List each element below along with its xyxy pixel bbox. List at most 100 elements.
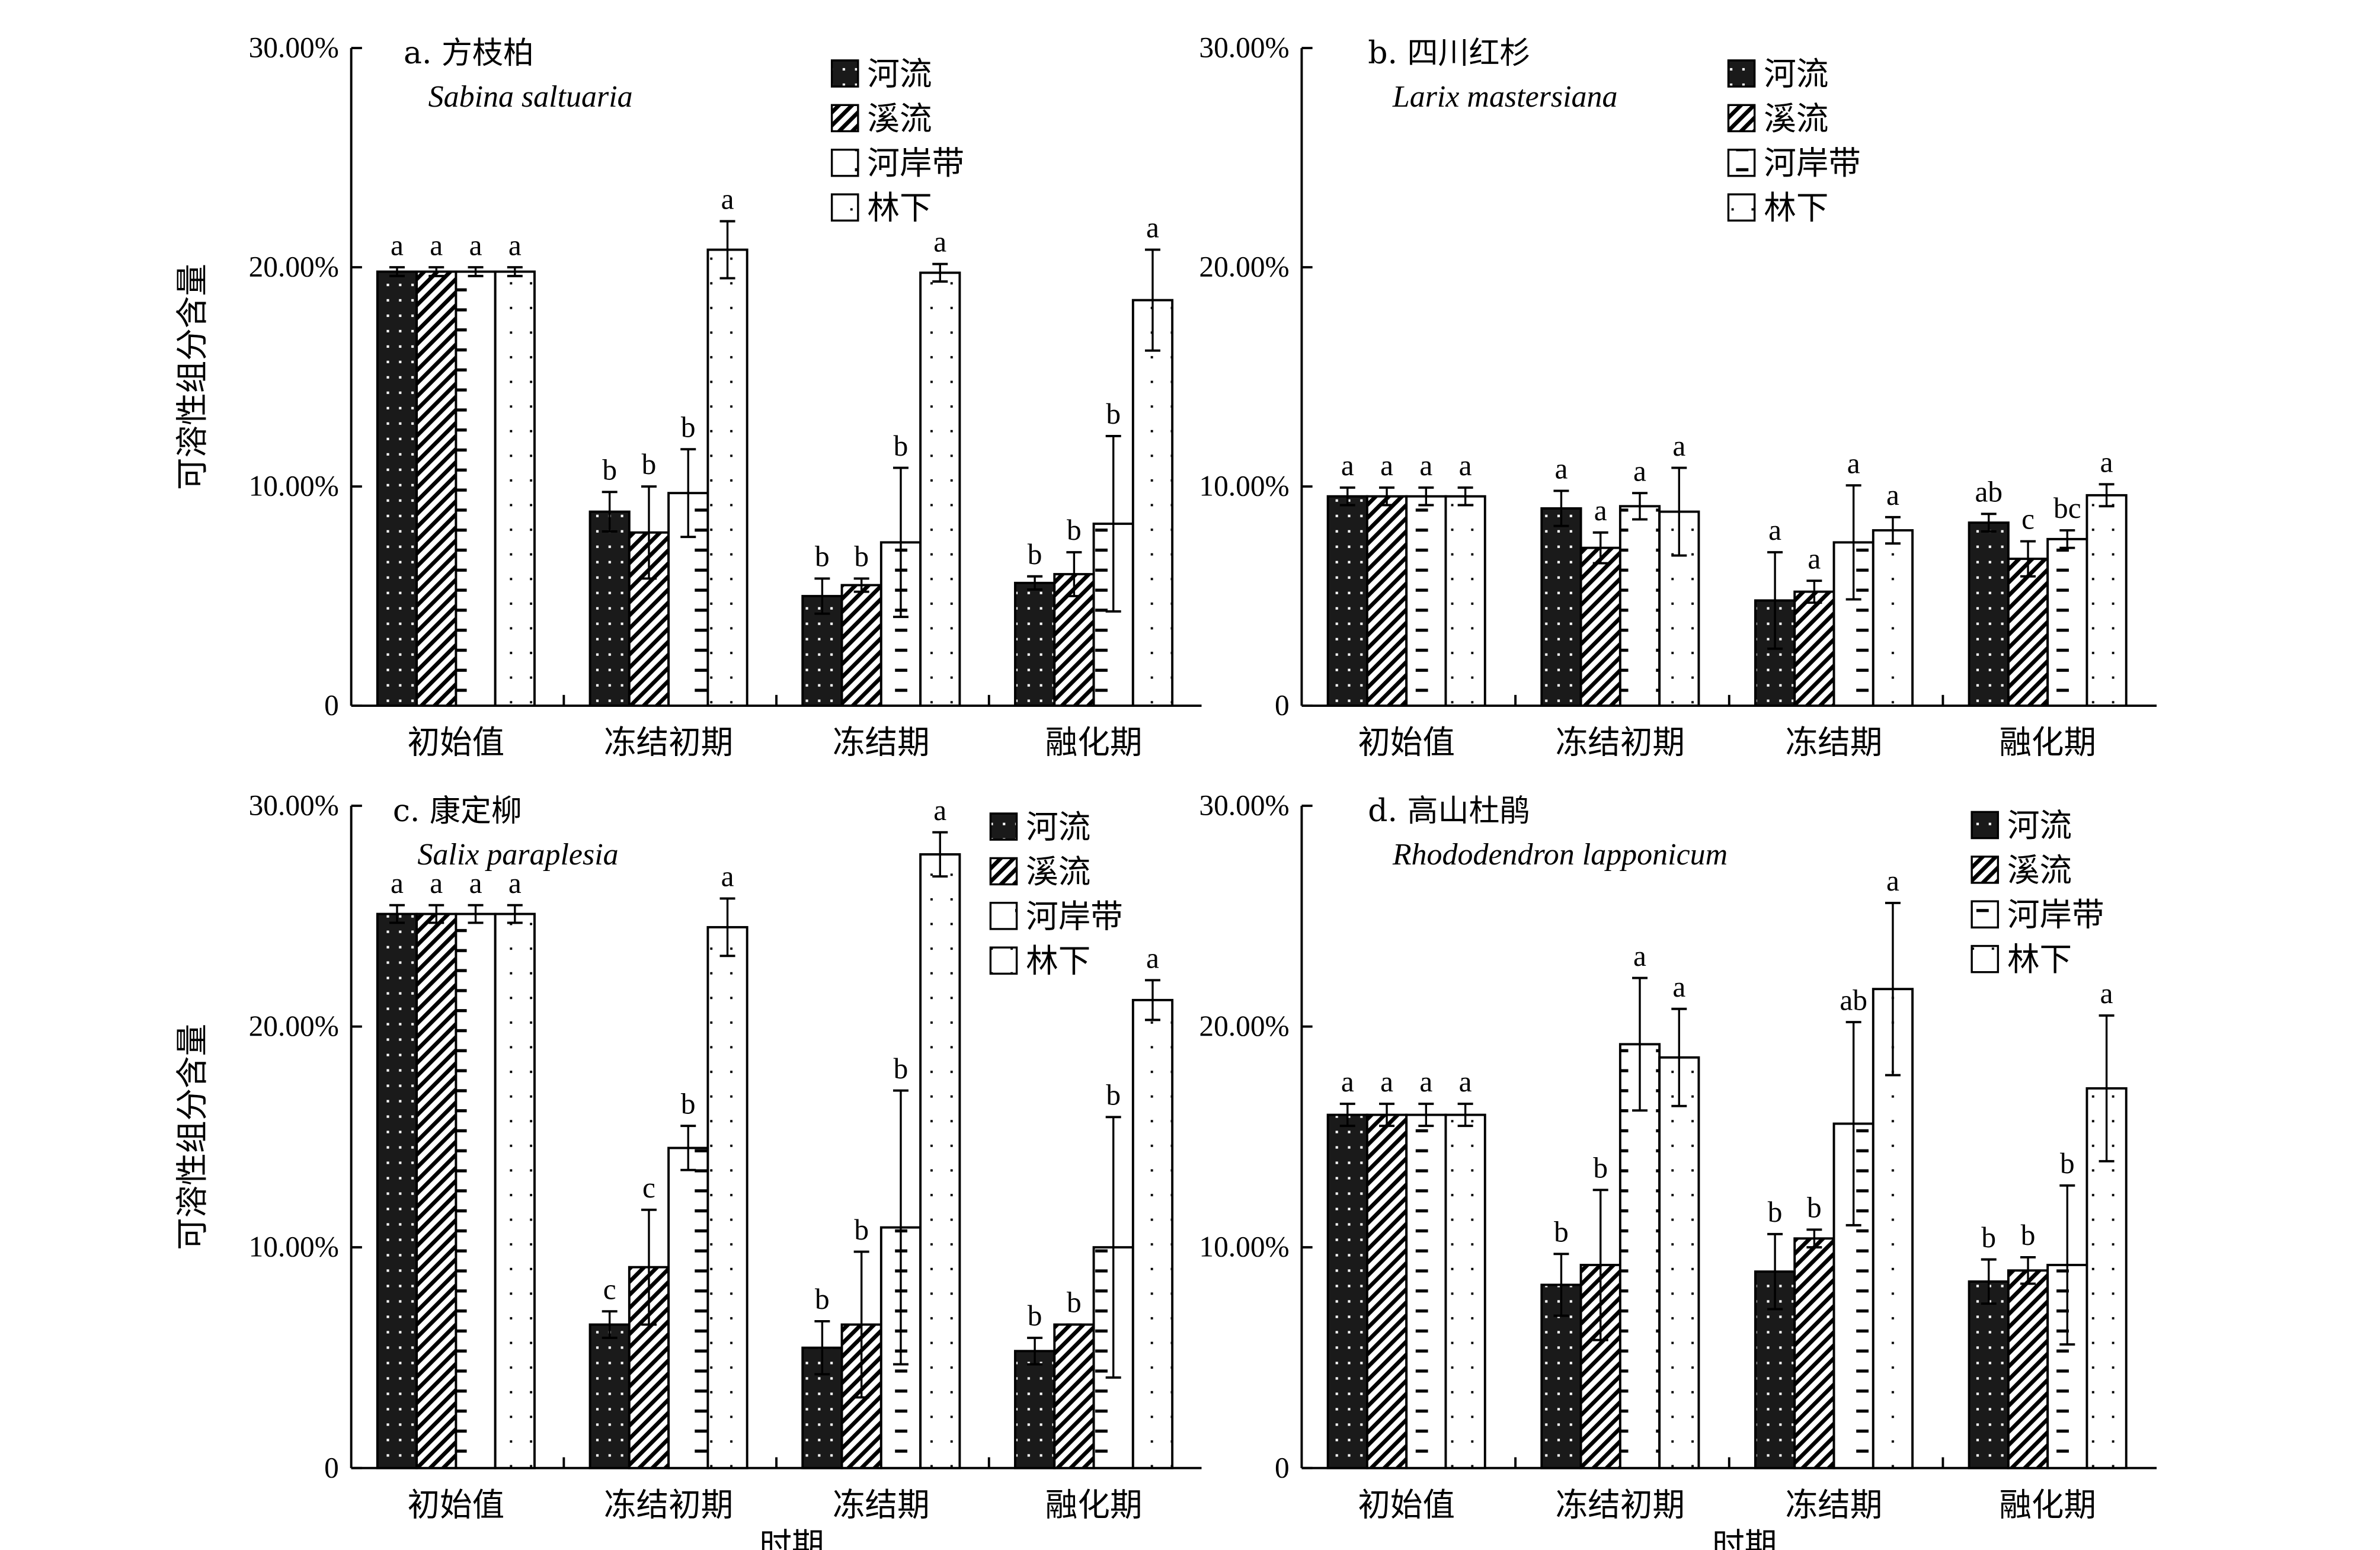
significance-letter: b	[1067, 1286, 1082, 1319]
y-tick-label: 0	[1275, 1451, 1290, 1484]
y-tick-label: 20.00%	[249, 1010, 339, 1042]
y-axis-label: 可溶性组分含量	[173, 1024, 211, 1250]
bar-溪流	[415, 912, 458, 1469]
significance-letter: b	[1981, 1221, 1996, 1254]
significance-letter: a	[430, 229, 443, 261]
y-tick-label: 30.00%	[249, 789, 339, 822]
significance-letter: a	[721, 183, 734, 216]
significance-letter: a	[1419, 1065, 1432, 1098]
bar-溪流	[840, 584, 882, 707]
legend-label: 林下	[1764, 189, 1828, 227]
significance-letter: a	[508, 867, 522, 899]
x-tick-label: 初始值	[408, 1485, 505, 1523]
significance-letter: b	[854, 1213, 869, 1246]
bar-河流	[588, 510, 631, 707]
x-tick-label: 初始值	[408, 723, 505, 761]
significance-letter: a	[1554, 453, 1568, 485]
significance-letter: b	[1554, 1216, 1569, 1248]
significance-letter: a	[933, 794, 946, 827]
legend-swatch-dashes	[1727, 148, 1756, 177]
significance-letter: c	[2021, 503, 2034, 536]
bar-河岸带	[455, 270, 497, 707]
bar-河流	[376, 270, 418, 707]
legend-label: 溪流	[2007, 851, 2072, 889]
x-tick-label: 冻结初期	[604, 723, 733, 761]
legend-label: 河流	[2007, 806, 2072, 844]
significance-letter: b	[681, 411, 696, 443]
legend-swatch-dashes	[830, 148, 859, 177]
species-name: Sabina saltuaria	[428, 80, 633, 114]
significance-letter: a	[469, 229, 482, 261]
legend-label: 林下	[867, 189, 932, 227]
legend-label: 河流	[1026, 808, 1090, 846]
significance-letter: a	[721, 860, 734, 893]
significance-letter: a	[391, 229, 404, 261]
y-axis-label: 可溶性组分含量	[173, 264, 211, 490]
significance-letter: b	[602, 454, 617, 486]
y-tick-label: 0	[1275, 689, 1290, 722]
legend-swatch-dots-on-black	[989, 812, 1018, 841]
significance-letter: a	[1808, 542, 1821, 575]
bar-林下	[494, 912, 536, 1469]
bar-溪流	[1365, 1113, 1408, 1469]
legend-label: 河流	[1764, 55, 1828, 92]
legend-swatch-diagonal-hatch	[1727, 104, 1756, 133]
significance-letter: a	[1594, 494, 1607, 527]
x-tick-label: 融化期	[1999, 1485, 2096, 1523]
bar-溪流	[1053, 1323, 1095, 1469]
x-tick-label: 冻结期	[833, 1485, 930, 1523]
significance-letter: b	[2021, 1219, 2036, 1251]
significance-letter: b	[681, 1087, 696, 1120]
significance-letter: c	[603, 1273, 616, 1305]
legend-label: 河岸带	[1764, 144, 1861, 182]
significance-letter: a	[1886, 479, 1899, 511]
y-tick-label: 0	[324, 689, 339, 722]
legend-label: 林下	[2007, 940, 2072, 978]
bar-林下	[706, 925, 748, 1469]
bar-溪流	[1793, 1237, 1835, 1469]
bar-河岸带	[667, 1147, 709, 1469]
bar-林下	[494, 270, 536, 707]
y-tick-label: 10.00%	[249, 1231, 339, 1263]
panel-title: c. 康定柳	[393, 793, 522, 829]
bar-溪流	[1579, 546, 1621, 707]
significance-letter: a	[1146, 212, 1159, 244]
bar-林下	[1872, 529, 1914, 707]
significance-letter: b	[1768, 1196, 1783, 1228]
y-tick-label: 0	[324, 1451, 339, 1484]
y-tick-label: 10.00%	[249, 470, 339, 502]
panel-title: b. 四川红杉	[1368, 36, 1530, 71]
bar-林下	[706, 248, 748, 707]
bar-林下	[919, 271, 961, 707]
significance-letter: a	[1633, 454, 1646, 487]
significance-letter: b	[894, 430, 909, 462]
significance-letter: a	[1886, 864, 1899, 897]
significance-letter: a	[1419, 449, 1432, 482]
x-tick-label: 冻结期	[1786, 1485, 1883, 1523]
bar-溪流	[1365, 495, 1408, 707]
bar-河岸带	[1405, 1113, 1447, 1469]
bar-河流	[1540, 507, 1582, 707]
legend-swatch-diagonal-hatch	[830, 104, 859, 133]
bar-河岸带	[1618, 1043, 1661, 1469]
significance-letter: a	[933, 226, 946, 258]
significance-letter: a	[1847, 447, 1860, 479]
legend-swatch-sparse-dots	[989, 946, 1018, 975]
x-tick-label: 融化期	[1999, 723, 2096, 761]
significance-letter: c	[642, 1171, 655, 1204]
panel-title: a. 方枝柏	[404, 36, 534, 71]
y-tick-label: 10.00%	[1199, 470, 1289, 502]
significance-letter: b	[894, 1052, 909, 1085]
legend-swatch-diagonal-hatch	[989, 857, 1018, 886]
significance-letter: a	[1768, 514, 1781, 546]
significance-letter: a	[2100, 977, 2113, 1010]
bar-林下	[1444, 1113, 1486, 1469]
x-tick-label: 初始值	[1358, 723, 1455, 761]
bar-河流	[1326, 495, 1368, 707]
significance-letter: a	[1341, 449, 1354, 482]
